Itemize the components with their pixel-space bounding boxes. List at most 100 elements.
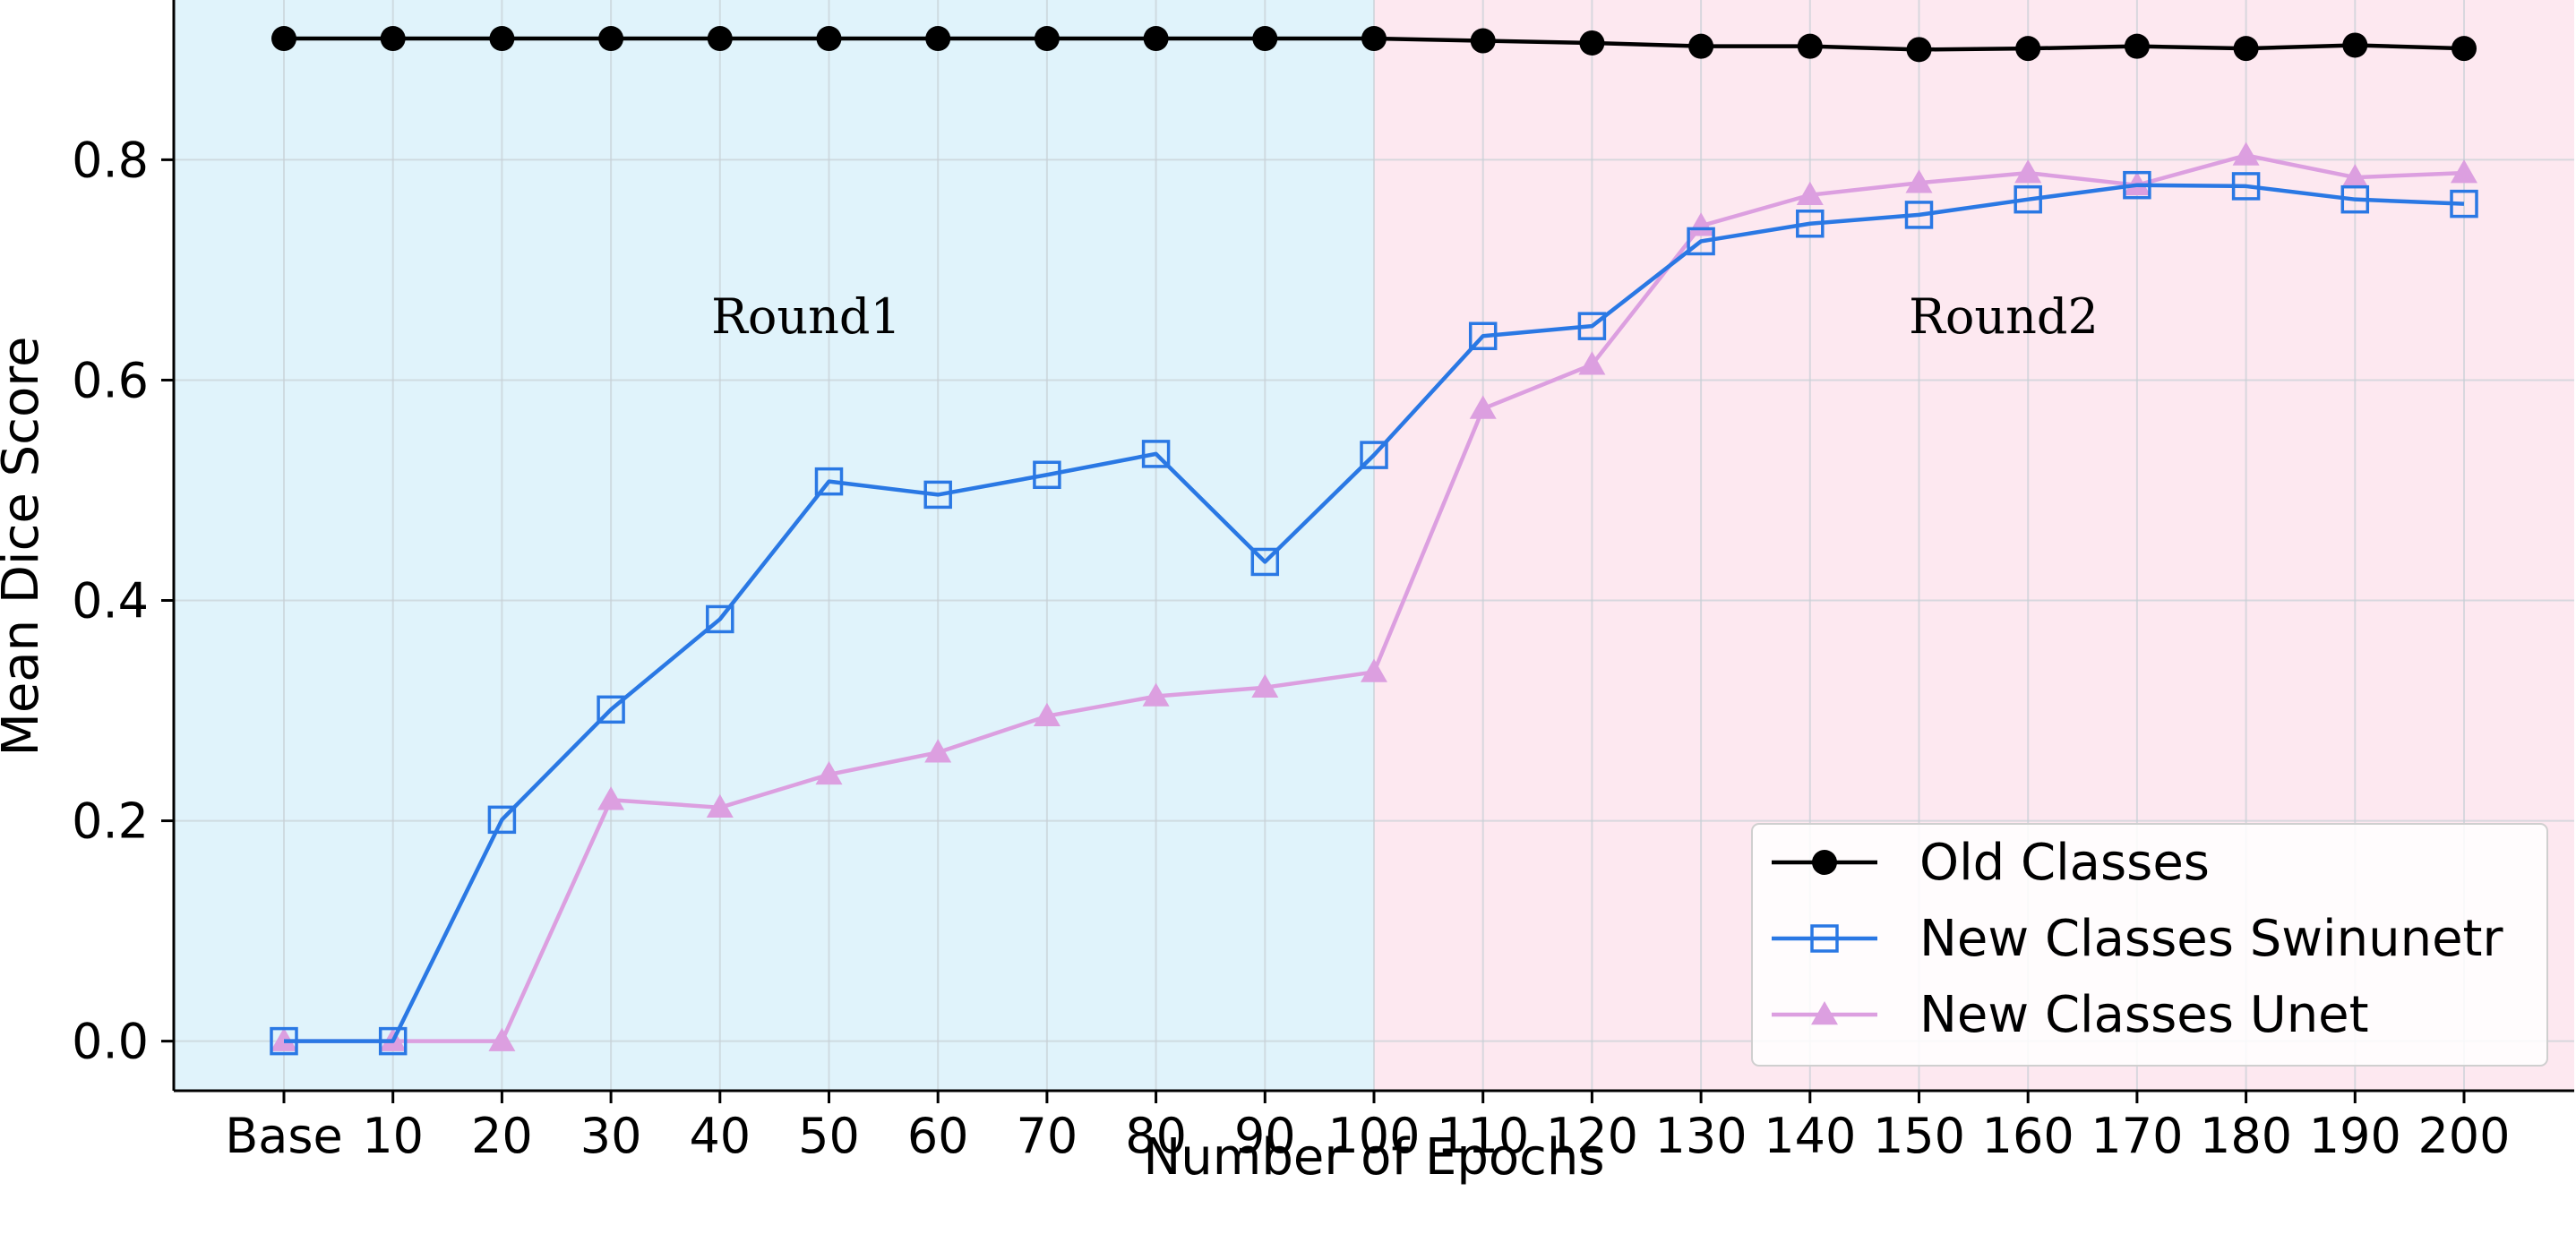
- data-point: [598, 26, 624, 52]
- y-tick-label: 0.2: [72, 793, 149, 850]
- x-tick-label: 50: [798, 1108, 860, 1164]
- data-point: [597, 786, 625, 810]
- legend-box: [1751, 823, 2548, 1067]
- x-tick-label: 10: [362, 1108, 424, 1164]
- data-point: [1810, 924, 1839, 953]
- x-tick-label: 120: [1546, 1108, 1638, 1164]
- data-point: [2014, 159, 2042, 184]
- data-point: [1470, 28, 1496, 54]
- legend-item: New Classes Unet: [1772, 986, 2369, 1044]
- data-point: [816, 26, 842, 52]
- data-point: [1904, 201, 1934, 229]
- x-tick-label: 200: [2417, 1108, 2510, 1164]
- x-tick-label: 150: [1873, 1108, 1965, 1164]
- x-tick-label: 70: [1017, 1108, 1078, 1164]
- data-point: [1687, 227, 1715, 256]
- x-tick-label: 170: [2091, 1108, 2183, 1164]
- data-point: [925, 26, 951, 52]
- data-point: [1578, 351, 1606, 375]
- region-label-round2: Round2: [1909, 288, 2099, 345]
- data-point: [1033, 460, 1061, 490]
- data-point: [2232, 141, 2260, 166]
- x-axis-title: Number of Epochs: [1143, 1128, 1604, 1187]
- region-labels: Round1 Round2: [711, 288, 2099, 345]
- data-point: [2123, 170, 2151, 200]
- data-point: [487, 805, 517, 835]
- data-point: [2233, 36, 2259, 62]
- data-point: [1252, 26, 1278, 52]
- data-point: [815, 760, 843, 785]
- legend-label: Old Classes: [1919, 834, 2210, 892]
- data-point: [814, 467, 844, 496]
- data-point: [923, 480, 952, 510]
- data-point: [1360, 441, 1388, 469]
- x-tick-label: 160: [1982, 1108, 2074, 1164]
- data-point: [2015, 36, 2041, 62]
- data-point: [270, 1026, 298, 1056]
- legend-item: New Classes Swinunetr: [1772, 910, 2503, 968]
- data-point: [1142, 682, 1170, 707]
- x-tick-label: 30: [580, 1108, 642, 1164]
- data-point: [924, 739, 952, 763]
- series-old-classes: [271, 26, 2477, 63]
- y-tick-label: 0.4: [72, 573, 149, 630]
- data-point: [1688, 33, 1714, 59]
- data-point: [2451, 36, 2477, 62]
- x-tick-label: 20: [471, 1108, 533, 1164]
- legend-label: New Classes Unet: [1919, 986, 2369, 1044]
- data-point: [2231, 172, 2261, 201]
- data-point: [597, 695, 625, 724]
- data-point: [1468, 321, 1498, 350]
- data-point: [707, 26, 733, 52]
- x-tick-label: 40: [689, 1108, 751, 1164]
- data-point: [1797, 33, 1823, 59]
- x-tick-label: 190: [2309, 1108, 2401, 1164]
- legend-item: Old Classes: [1772, 834, 2210, 892]
- series-new-classes-swinunetr: [270, 170, 2478, 1056]
- series-group: [270, 26, 2478, 1056]
- x-tick-label: 130: [1655, 1108, 1747, 1164]
- axes: [161, 0, 2574, 1103]
- data-point: [489, 26, 515, 52]
- data-point: [2341, 164, 2369, 188]
- data-point: [378, 1026, 408, 1056]
- data-point: [1033, 702, 1060, 726]
- tick-labels: Base 10 20 30 40 50 60 70 80 90 100 110 120 130 140 150…: [72, 132, 2510, 1164]
- data-point: [488, 1027, 516, 1051]
- y-tick-label: 0.0: [72, 1014, 149, 1070]
- data-point: [2450, 189, 2478, 219]
- y-axis-title: Mean Dice Score: [0, 337, 50, 757]
- data-point: [1812, 850, 1837, 875]
- x-tick-label: 180: [2200, 1108, 2292, 1164]
- data-point: [1143, 26, 1169, 52]
- x-tick-label: 100: [1327, 1108, 1420, 1164]
- y-tick-label: 0.8: [72, 132, 149, 188]
- data-point: [1141, 440, 1171, 468]
- data-point: [271, 26, 296, 52]
- data-point: [1361, 658, 1387, 682]
- data-point: [1577, 312, 1607, 340]
- x-tick-label: Base: [225, 1108, 343, 1164]
- x-tick-label: 90: [1234, 1108, 1296, 1164]
- data-point: [706, 793, 734, 818]
- data-point: [1906, 37, 1932, 63]
- legend-label: New Classes Swinunetr: [1919, 910, 2503, 968]
- x-tick-label: 80: [1125, 1108, 1187, 1164]
- data-point: [1251, 673, 1279, 698]
- region-label-round1: Round1: [711, 288, 901, 345]
- y-tick-label: 0.6: [72, 352, 149, 408]
- x-tick-label: 140: [1764, 1108, 1856, 1164]
- data-point: [1250, 547, 1280, 577]
- data-point: [1469, 395, 1497, 419]
- x-tick-label: 60: [907, 1108, 969, 1164]
- data-point: [1811, 1001, 1838, 1025]
- x-tick-label: 110: [1437, 1108, 1529, 1164]
- data-point: [1796, 181, 1824, 206]
- series-line: [284, 183, 2465, 1043]
- data-point: [1361, 26, 1387, 52]
- data-point: [1905, 169, 1933, 193]
- data-point: [1034, 26, 1060, 52]
- data-point: [2342, 32, 2368, 58]
- background-regions: [174, 0, 2574, 1091]
